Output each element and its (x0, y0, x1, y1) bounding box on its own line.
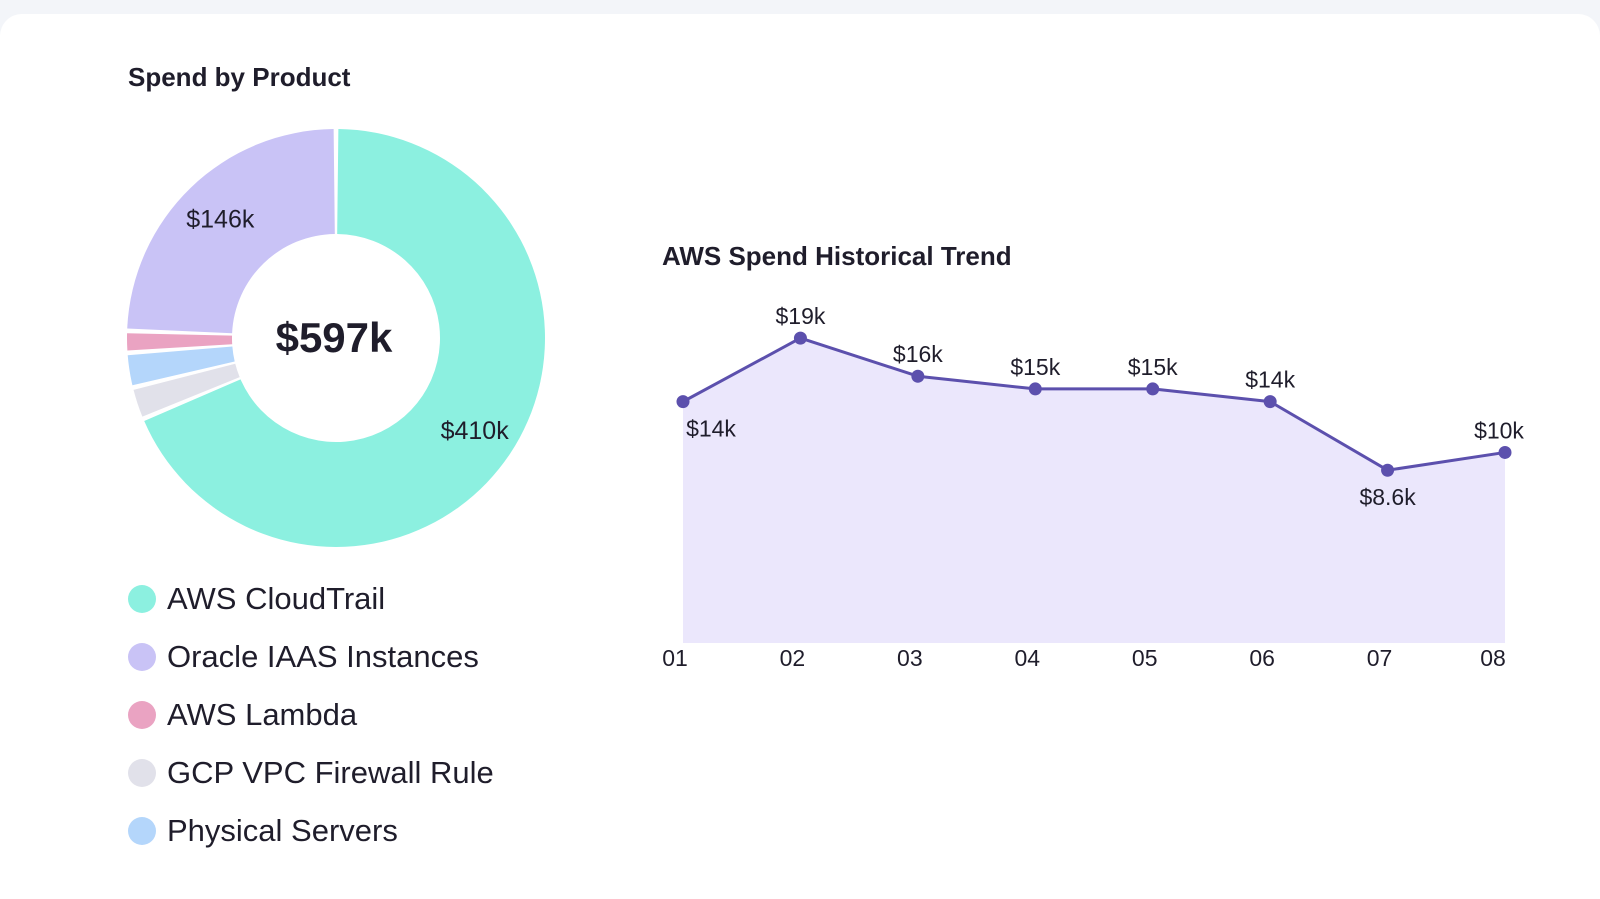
trend-point-02 (793, 331, 807, 345)
trend-data-label-01: $14k (686, 416, 736, 442)
donut-slice-oracle-iaas-instances (127, 129, 335, 334)
trend-data-label-02: $19k (775, 303, 825, 329)
legend-label: AWS CloudTrail (167, 581, 386, 616)
trend-point-08 (1498, 445, 1512, 459)
legend-item-aws-cloudtrail[interactable]: AWS CloudTrail (128, 570, 494, 628)
donut-chart-title: Spend by Product (128, 62, 351, 92)
trend-point-05 (1146, 382, 1160, 396)
donut-slice-aws-lambda (127, 333, 233, 351)
trend-data-label-04: $15k (1010, 354, 1060, 380)
trend-chart-title: AWS Spend Historical Trend (662, 241, 1012, 271)
legend-item-oracle-iaas-instances[interactable]: Oracle IAAS Instances (128, 628, 494, 686)
donut-slice-physical-servers (127, 346, 235, 386)
donut-center-total: $597k (276, 314, 393, 361)
x-tick-08: 08 (1480, 645, 1506, 671)
x-tick-06: 06 (1249, 645, 1275, 671)
trend-data-label-05: $15k (1128, 354, 1178, 380)
legend-item-aws-lambda[interactable]: AWS Lambda (128, 686, 494, 744)
x-tick-02: 02 (780, 645, 806, 671)
trend-data-label-03: $16k (893, 341, 943, 367)
x-tick-01: 01 (662, 645, 688, 671)
legend-swatch (128, 643, 156, 671)
legend-swatch (128, 701, 156, 729)
trend-point-06 (1263, 395, 1277, 409)
trend-data-label-08: $10k (1474, 417, 1524, 443)
legend-swatch (128, 585, 156, 613)
legend-swatch (128, 817, 156, 845)
x-tick-07: 07 (1367, 645, 1393, 671)
donut-slice-aws-cloudtrail (144, 129, 545, 547)
trend-data-label-06: $14k (1245, 367, 1295, 393)
legend-item-physical-servers[interactable]: Physical Servers (128, 802, 494, 860)
x-tick-05: 05 (1132, 645, 1158, 671)
slice-label-aws-cloudtrail: $410k (441, 417, 510, 445)
legend-label: GCP VPC Firewall Rule (167, 755, 494, 790)
trend-area-fill (683, 338, 1505, 643)
x-tick-04: 04 (1014, 645, 1040, 671)
trend-point-04 (1028, 382, 1042, 396)
slice-label-oracle-iaas-instances: $146k (186, 205, 255, 233)
trend-point-01 (676, 395, 690, 409)
trend-data-label-07: $8.6k (1359, 484, 1416, 510)
donut-slice-gcp-vpc-firewall-rule (133, 363, 240, 417)
legend-item-gcp-vpc-firewall-rule[interactable]: GCP VPC Firewall Rule (128, 744, 494, 802)
donut-legend: AWS CloudTrail Oracle IAAS Instances AWS L… (128, 570, 494, 860)
legend-label: Oracle IAAS Instances (167, 639, 479, 674)
legend-swatch (128, 759, 156, 787)
legend-label: Physical Servers (167, 813, 398, 848)
trend-line (682, 336, 1506, 472)
legend-label: AWS Lambda (167, 697, 358, 732)
x-tick-03: 03 (897, 645, 923, 671)
trend-point-07 (1381, 463, 1395, 477)
trend-point-03 (911, 369, 925, 383)
